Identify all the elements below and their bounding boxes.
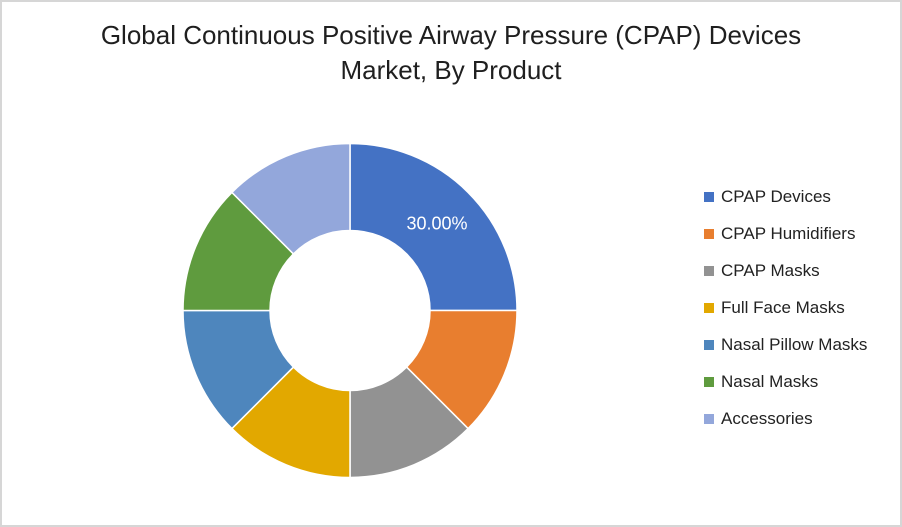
legend-swatch-nasal-pillow-masks bbox=[704, 340, 714, 350]
legend: CPAP Devices CPAP Humidifiers CPAP Masks Fu… bbox=[704, 187, 867, 429]
legend-item-accessories: Accessories bbox=[704, 409, 867, 429]
legend-label-accessories: Accessories bbox=[721, 409, 813, 428]
legend-swatch-cpap-devices bbox=[704, 192, 714, 202]
legend-item-cpap-masks: CPAP Masks bbox=[704, 261, 867, 281]
data-label-cpap-devices: 30.00% bbox=[406, 214, 467, 234]
legend-label-nasal-masks: Nasal Masks bbox=[721, 372, 819, 391]
legend-item-cpap-devices: CPAP Devices bbox=[704, 187, 867, 207]
legend-item-nasal-pillow-masks: Nasal Pillow Masks bbox=[704, 335, 867, 355]
chart-title: Global Continuous Positive Airway Pressu… bbox=[2, 18, 900, 88]
legend-item-cpap-humidifiers: CPAP Humidifiers bbox=[704, 224, 867, 244]
chart-title-line2: Market, By Product bbox=[340, 55, 562, 85]
legend-label-cpap-humidifiers: CPAP Humidifiers bbox=[721, 224, 856, 243]
chart-title-line1: Global Continuous Positive Airway Pressu… bbox=[100, 20, 802, 50]
legend-label-nasal-pillow-masks: Nasal Pillow Masks bbox=[721, 335, 868, 354]
legend-swatch-accessories bbox=[704, 414, 714, 424]
legend-label-cpap-devices: CPAP Devices bbox=[721, 187, 831, 206]
slice-cpap-devices bbox=[349, 142, 518, 312]
legend-label-cpap-masks: CPAP Masks bbox=[721, 261, 820, 280]
legend-swatch-cpap-masks bbox=[704, 266, 714, 276]
legend-item-nasal-masks: Nasal Masks bbox=[704, 372, 867, 392]
legend-swatch-full-face-masks bbox=[704, 303, 714, 313]
legend-item-full-face-masks: Full Face Masks bbox=[704, 298, 867, 318]
legend-swatch-cpap-humidifiers bbox=[704, 229, 714, 239]
legend-label-full-face-masks: Full Face Masks bbox=[721, 298, 845, 317]
slice-accessories bbox=[230, 142, 351, 255]
legend-swatch-nasal-masks bbox=[704, 377, 714, 387]
